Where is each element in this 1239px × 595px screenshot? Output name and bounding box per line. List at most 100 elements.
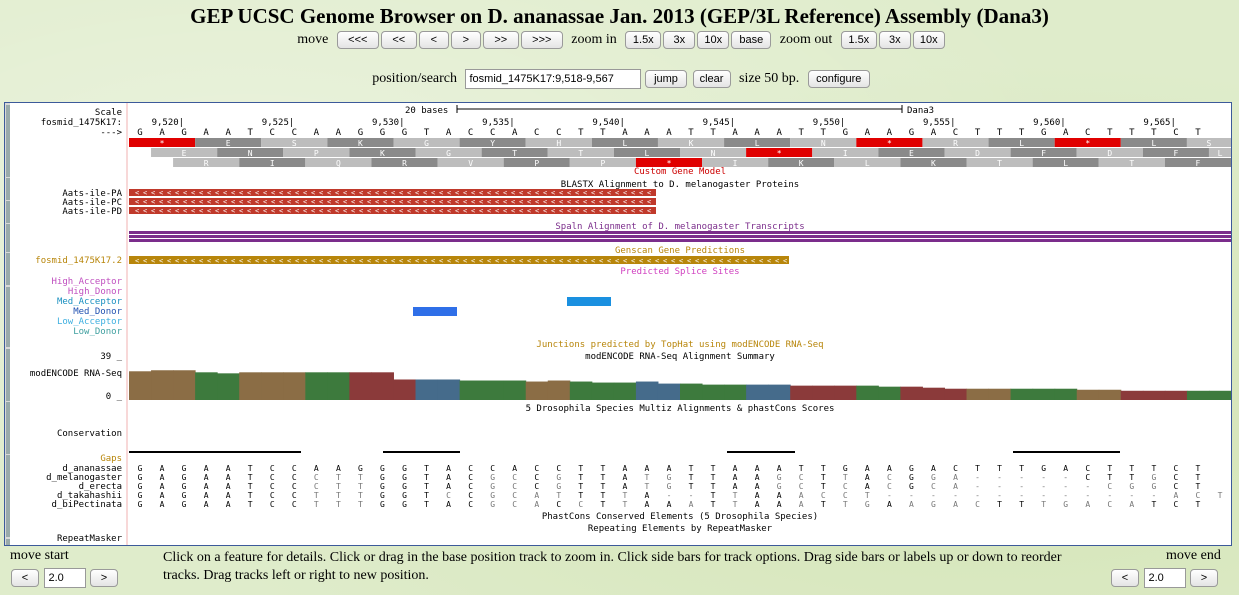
rnaseq-bar[interactable] (305, 372, 328, 400)
move-start-left-button[interactable]: < (11, 569, 39, 587)
move-end-right-button[interactable]: > (1190, 569, 1218, 587)
rnaseq-bar[interactable] (481, 380, 505, 400)
rnaseq-bar[interactable] (437, 379, 461, 400)
rnaseq-bar[interactable] (459, 380, 483, 400)
track-image[interactable]: Scale 20 bases Dana3 fosmid_1475K17: ---> 9,5… (4, 102, 1232, 546)
zoom-out-button-2[interactable]: 10x (912, 31, 945, 49)
jump-button[interactable]: jump (645, 70, 687, 88)
rnaseq-bar[interactable] (283, 372, 306, 400)
track-side-bar-3[interactable] (6, 201, 10, 223)
track-side-bar-8[interactable] (6, 349, 10, 401)
track-side-bar-11[interactable] (6, 467, 10, 513)
rnaseq-bar[interactable] (1098, 389, 1122, 400)
rnaseq-bar[interactable] (812, 385, 835, 400)
spaln-feature[interactable] (129, 235, 1231, 238)
rnaseq-bar[interactable] (349, 372, 372, 400)
rnaseq-bar[interactable] (173, 370, 196, 400)
blastx-feature[interactable] (129, 207, 656, 214)
spaln-feature[interactable] (129, 231, 1231, 234)
rnaseq-bar[interactable] (1076, 389, 1100, 400)
zoom-in-button-1[interactable]: 3x (663, 31, 696, 49)
move-start-right-button[interactable]: > (90, 569, 118, 587)
rnaseq-bar[interactable] (393, 379, 417, 400)
move-button-0[interactable]: <<< (336, 31, 379, 49)
rnaseq-bar[interactable] (261, 372, 284, 400)
track-side-bar-6[interactable] (6, 261, 10, 285)
spaln-feature[interactable] (129, 239, 1231, 242)
rnaseq-bar[interactable] (878, 386, 901, 400)
rnaseq-bar[interactable] (922, 387, 945, 400)
rnaseq-bar[interactable] (790, 385, 813, 400)
rnaseq-bar[interactable] (591, 382, 615, 400)
rnaseq-bar[interactable] (944, 388, 968, 400)
rnaseq-bar[interactable] (503, 380, 527, 400)
rnaseq-bar[interactable] (1164, 390, 1188, 400)
track-side-bar-7[interactable] (6, 287, 10, 347)
track-side-bar-12[interactable] (6, 513, 10, 537)
rnaseq-bar[interactable] (327, 372, 350, 400)
med-donor-site[interactable] (413, 307, 457, 316)
zoom-out-button-1[interactable]: 3x (878, 31, 911, 49)
rnaseq-bar[interactable] (151, 370, 174, 400)
rnaseq-bar[interactable] (547, 380, 571, 400)
rnaseq-bar[interactable] (657, 383, 681, 400)
rnaseq-bar[interactable] (1010, 388, 1034, 400)
rnaseq-bar[interactable] (834, 385, 857, 400)
blastx-feature[interactable] (129, 189, 656, 196)
track-side-bar-2[interactable] (6, 178, 10, 200)
move-button-4[interactable]: >> (482, 31, 519, 49)
configure-button[interactable]: configure (807, 70, 870, 88)
clear-button[interactable]: clear (692, 70, 731, 88)
track-side-bar-4[interactable] (6, 224, 10, 252)
rnaseq-bar[interactable] (129, 371, 152, 400)
rnaseq-bar[interactable] (746, 384, 769, 400)
move-button-3[interactable]: > (450, 31, 481, 49)
move-end-input[interactable]: 2.0 (1143, 568, 1186, 588)
zoom-in-button-3[interactable]: base (731, 31, 772, 49)
zoom-out-button-0[interactable]: 1.5x (840, 31, 877, 49)
rnaseq-bar[interactable] (569, 381, 593, 400)
alignment-base: G (909, 473, 914, 482)
track-canvas[interactable]: Scale 20 bases Dana3 fosmid_1475K17:---> 9,5… (5, 103, 1231, 545)
rnaseq-bar[interactable] (613, 382, 637, 400)
rnaseq-bar[interactable] (1142, 390, 1166, 400)
position-search-input[interactable]: fosmid_1475K17:9,518-9,567 (464, 69, 641, 89)
rnaseq-bar[interactable] (768, 384, 791, 400)
rnaseq-bar[interactable] (1032, 388, 1056, 400)
rnaseq-bar[interactable] (1208, 390, 1231, 400)
rnaseq-bar[interactable] (680, 383, 703, 400)
rnaseq-bar[interactable] (415, 379, 439, 400)
track-side-bar-1[interactable] (6, 169, 10, 177)
move-button-2[interactable]: < (418, 31, 449, 49)
blastx-feature[interactable] (129, 198, 656, 205)
rnaseq-bar[interactable] (635, 381, 659, 400)
track-side-bar-0[interactable] (6, 105, 10, 169)
rnaseq-bar[interactable] (217, 373, 240, 400)
move-button-1[interactable]: << (380, 31, 417, 49)
track-side-bar-5[interactable] (6, 253, 10, 261)
zoom-in-button-2[interactable]: 10x (697, 31, 730, 49)
rnaseq-bar[interactable] (900, 386, 923, 400)
med-acceptor-site[interactable] (567, 297, 611, 306)
move-button-5[interactable]: >>> (520, 31, 563, 49)
rnaseq-bar[interactable] (724, 384, 747, 400)
rnaseq-bar[interactable] (988, 388, 1012, 400)
rnaseq-bar[interactable] (1186, 390, 1210, 400)
track-side-bar-13[interactable] (6, 539, 10, 545)
zoom-in-button-0[interactable]: 1.5x (625, 31, 662, 49)
rnaseq-bar[interactable] (195, 372, 218, 400)
bottom-bar: move start < 2.0 > Click on a feature fo… (0, 545, 1239, 595)
rnaseq-bar[interactable] (856, 385, 879, 400)
genscan-feature[interactable] (129, 256, 789, 264)
rnaseq-bar[interactable] (702, 384, 725, 400)
track-side-bar-10[interactable] (6, 455, 10, 467)
move-start-input[interactable]: 2.0 (43, 568, 86, 588)
rnaseq-bar[interactable] (966, 388, 990, 400)
rnaseq-bar[interactable] (525, 381, 549, 400)
rnaseq-bar[interactable] (239, 372, 262, 400)
move-end-left-button[interactable]: < (1111, 569, 1139, 587)
track-side-bar-9[interactable] (6, 402, 10, 454)
rnaseq-bar[interactable] (1120, 390, 1144, 400)
rnaseq-bar[interactable] (1054, 388, 1078, 400)
rnaseq-bar[interactable] (371, 372, 394, 400)
